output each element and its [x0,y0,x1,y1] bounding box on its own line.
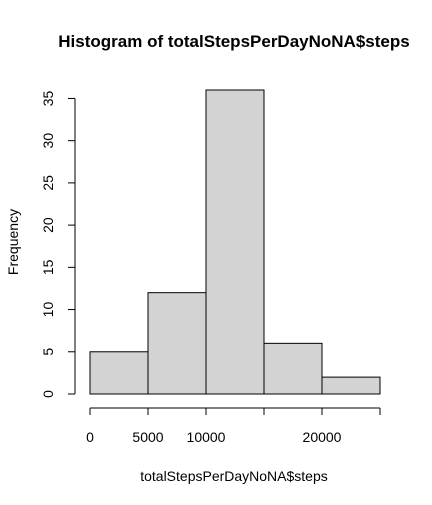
x-tick-label-0: 0 [86,429,94,445]
histogram-bar-2 [205,89,265,395]
histogram-bar-3 [263,342,323,395]
y-axis: 0 5 10 15 20 25 30 35 [40,90,76,398]
y-tick-label-1: 5 [40,348,56,356]
x-axis-label: totalStepsPerDayNoNA$steps [140,468,328,484]
y-tick-label-0: 0 [40,390,56,398]
x-axis: 0 5000 10000 20000 [86,407,381,445]
x-tick-label-2: 10000 [187,429,226,445]
histogram-bar-0 [89,351,149,395]
y-tick-label-7: 35 [40,90,56,106]
y-tick-label-5: 25 [40,175,56,191]
histogram-bar-1 [147,292,207,395]
histogram-bar-4 [321,376,381,395]
chart-title: Histogram of totalStepsPerDayNoNA$steps [58,32,409,51]
y-tick-label-2: 10 [40,302,56,318]
y-tick-label-4: 20 [40,217,56,233]
y-tick-label-3: 15 [40,259,56,275]
y-axis-label: Frequency [5,209,21,275]
bars-group [89,89,381,395]
x-tick-label-4: 20000 [303,429,342,445]
x-tick-label-1: 5000 [132,429,163,445]
y-tick-label-6: 30 [40,133,56,149]
